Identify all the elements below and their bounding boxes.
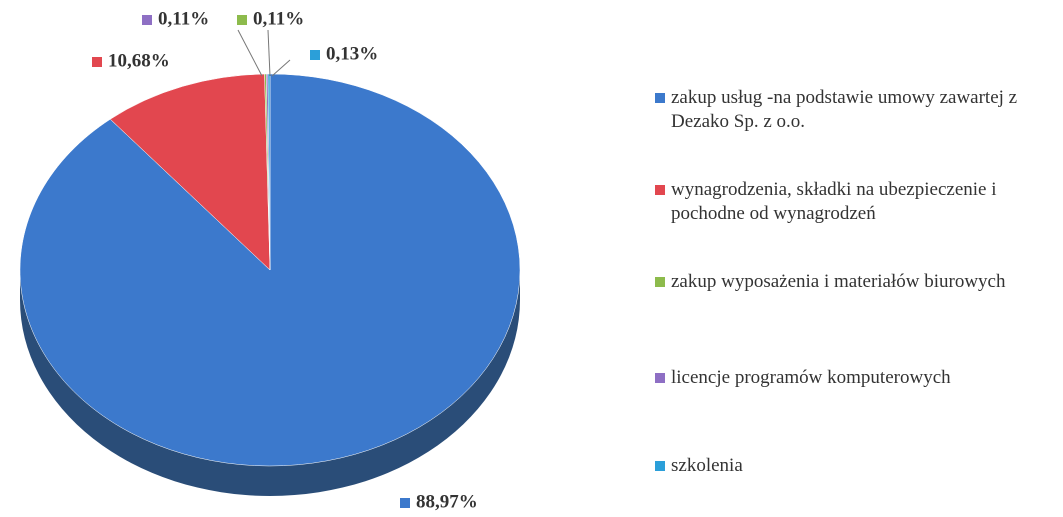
pie-slice <box>109 73 271 271</box>
legend-swatch <box>655 185 665 195</box>
legend-item: zakup wyposażenia i materiałów biurowych <box>655 270 1063 294</box>
leader-line <box>271 59 291 77</box>
legend-label: szkolenia <box>671 455 743 476</box>
label-swatch <box>142 15 152 25</box>
leader-line <box>267 29 271 77</box>
legend-swatch <box>655 93 665 103</box>
data-label: 88,97% <box>416 491 478 512</box>
legend-item: zakup usług -na podstawie umowy zawartej… <box>655 86 1063 134</box>
legend-label: zakup wyposażenia i materiałów biurowych <box>671 271 1006 292</box>
data-label: 0,11% <box>253 8 304 29</box>
chart: 88,97% 10,68% 0,11% 0,11% 0,13% <box>19 8 521 512</box>
data-label: 0,13% <box>326 43 378 64</box>
data-label: 10,68% <box>108 50 170 71</box>
legend-item: wynagrodzenia, składki na ubezpieczenie … <box>655 178 1063 226</box>
legend-item: licencje programów komputerowych <box>655 366 1063 390</box>
legend-item: szkolenia <box>655 454 1063 478</box>
leader-line <box>237 29 263 77</box>
legend-label: wynagrodzenia, składki na ubezpieczenie … <box>671 179 997 224</box>
data-label: 0,11% <box>158 8 209 29</box>
legend-swatch <box>655 461 665 471</box>
legend-label: licencje programów komputerowych <box>671 367 951 388</box>
legend-swatch <box>655 277 665 287</box>
legend-swatch <box>655 373 665 383</box>
label-swatch <box>92 57 102 67</box>
label-swatch <box>400 498 410 508</box>
label-swatch <box>237 15 247 25</box>
label-swatch <box>310 50 320 60</box>
legend-label: zakup usług -na podstawie umowy zawartej… <box>671 87 1018 132</box>
